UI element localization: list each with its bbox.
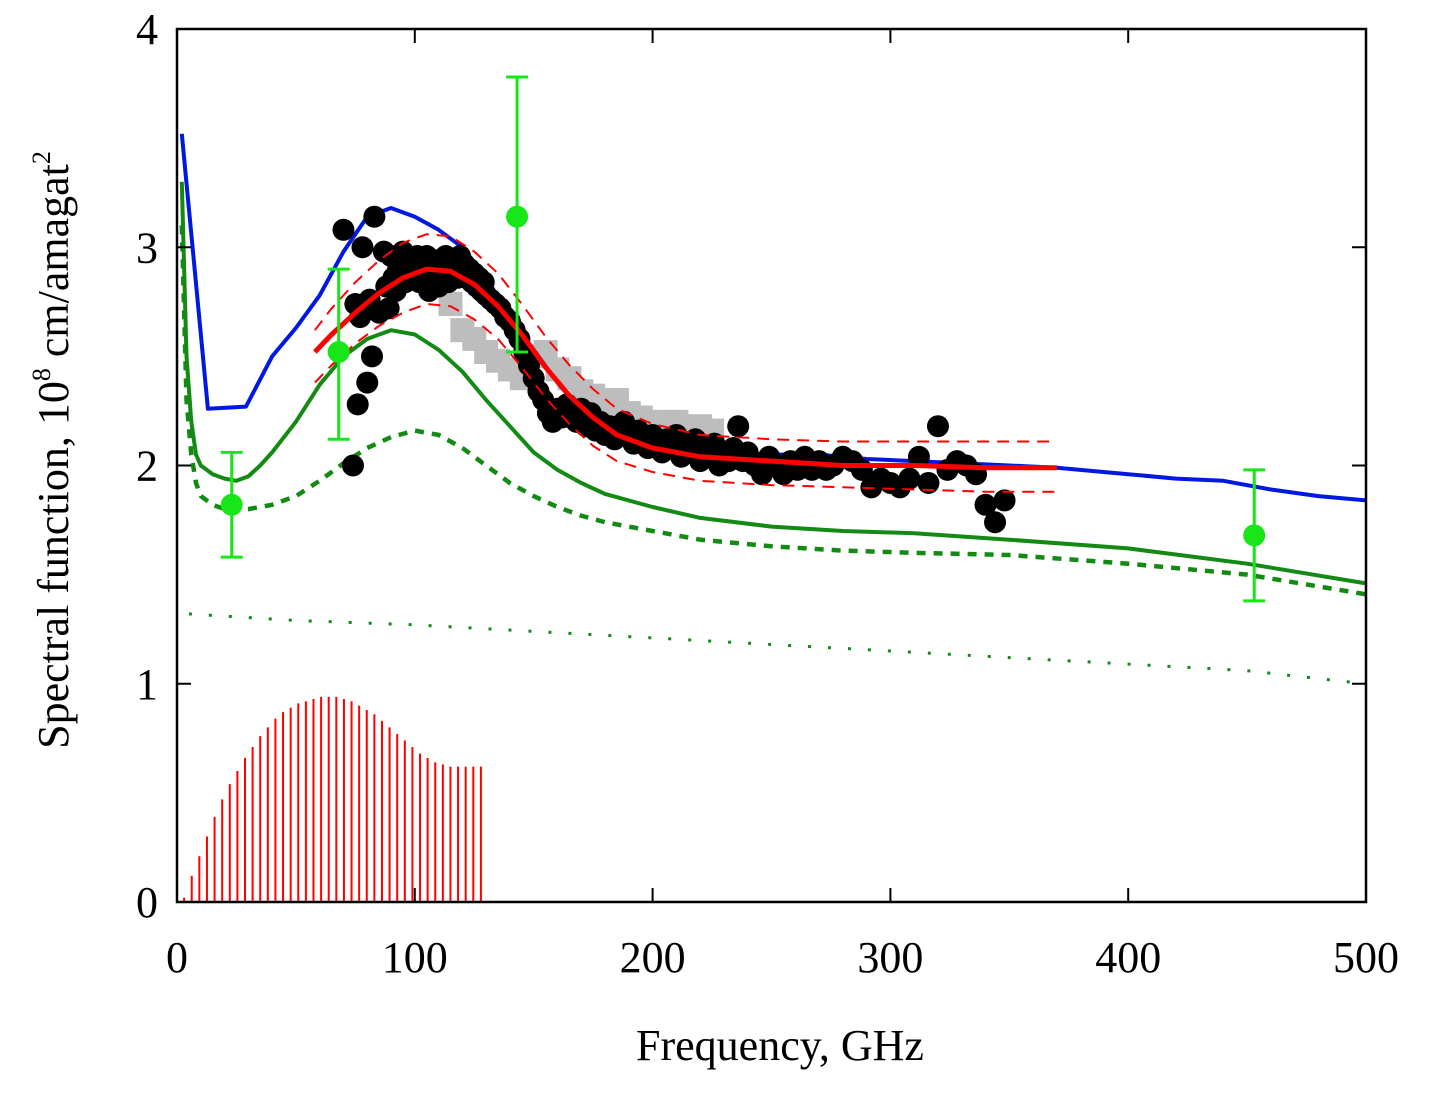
black-data-point xyxy=(360,345,383,368)
black-data-point xyxy=(898,467,921,490)
x-axis-title: Frequency, GHz xyxy=(636,1021,924,1070)
y-tick-labels: 0 1 2 3 4 xyxy=(136,5,158,927)
black-data-point xyxy=(907,445,930,468)
black-data-point xyxy=(341,454,364,477)
y-axis-title-text: Spectral function, 10 xyxy=(29,381,78,749)
black-data-point xyxy=(356,371,379,394)
x-tick-labels: 0 100 200 300 400 500 xyxy=(166,933,1399,982)
axis-ticks xyxy=(176,28,1367,903)
y-tick-label: 3 xyxy=(136,223,158,272)
y-tick-label: 0 xyxy=(136,878,158,927)
y-tick-label: 1 xyxy=(136,660,158,709)
black-data-point xyxy=(993,489,1016,512)
green-data-point xyxy=(327,341,350,364)
black-data-point xyxy=(917,471,940,494)
black-data-point xyxy=(332,218,355,241)
y-axis-exponent-2: 2 xyxy=(27,151,56,164)
green-data-point xyxy=(220,493,243,516)
black-data-point xyxy=(351,236,374,259)
x-tick-label: 400 xyxy=(1095,933,1161,982)
x-tick-label: 0 xyxy=(166,933,188,982)
green-data-point xyxy=(1243,524,1266,547)
y-tick-label: 4 xyxy=(136,5,158,54)
y-tick-label: 2 xyxy=(136,442,158,491)
green-dotted-line xyxy=(188,612,1367,686)
red-dashed-bound-line xyxy=(314,233,1057,443)
black-data-point xyxy=(363,205,386,228)
y-axis-title: Spectral function, 108 cm/amagat2 xyxy=(27,151,78,749)
x-tick-label: 100 xyxy=(382,933,448,982)
black-data-point xyxy=(984,511,1007,534)
black-data-point xyxy=(926,415,949,438)
y-axis-unit: cm/amagat xyxy=(29,164,78,368)
plot-area xyxy=(179,75,1367,902)
y-axis-exponent-1: 8 xyxy=(27,368,56,381)
x-tick-label: 200 xyxy=(620,933,686,982)
green-dashed-line xyxy=(179,225,1367,597)
black-data-point xyxy=(974,493,997,516)
black-data-point xyxy=(727,415,750,438)
green-data-point xyxy=(506,205,529,228)
x-tick-label: 300 xyxy=(857,933,923,982)
green-solid-line xyxy=(179,181,1367,586)
black-data-point xyxy=(346,393,369,416)
x-tick-label: 500 xyxy=(1333,933,1399,982)
black-data-point xyxy=(377,297,400,320)
red-fit-line xyxy=(313,266,1057,471)
